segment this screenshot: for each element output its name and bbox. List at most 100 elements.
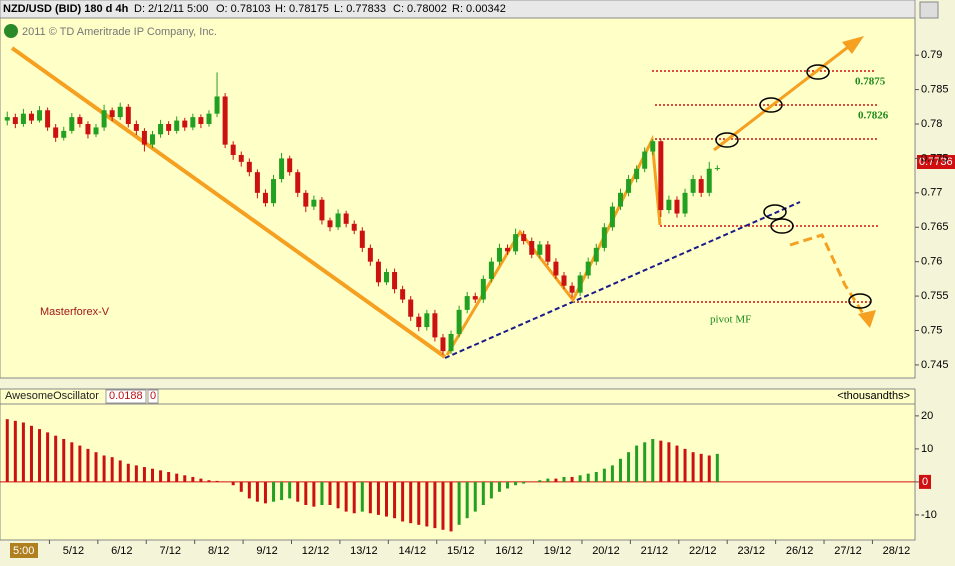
candle-body <box>150 134 155 145</box>
x-tick-label: 5/12 <box>63 545 84 557</box>
osc-bar <box>29 425 33 482</box>
x-tick-label: 6/12 <box>111 545 132 557</box>
osc-bar <box>578 475 582 482</box>
candle-body <box>327 220 333 228</box>
osc-param: 0 <box>150 390 156 402</box>
candle-body <box>246 161 252 173</box>
candle-body <box>28 113 34 121</box>
candle-body <box>456 309 462 334</box>
candle-body <box>93 127 99 135</box>
osc-bar <box>538 480 542 482</box>
osc-bar <box>489 481 493 499</box>
candle-body <box>271 179 277 204</box>
osc-bar <box>659 440 663 482</box>
osc-bar <box>691 452 695 482</box>
candle-body <box>658 141 664 211</box>
osc-bar <box>239 481 243 492</box>
osc-bar <box>546 478 550 482</box>
osc-bar <box>497 481 501 492</box>
osc-bar <box>514 481 518 486</box>
osc-bar <box>643 442 647 482</box>
copyright: 2011 © TD Ameritrade IP Company, Inc. <box>22 26 217 38</box>
annotations <box>10 36 878 359</box>
osc-bar <box>320 481 324 506</box>
osc-bar <box>667 442 671 482</box>
osc-bar <box>618 458 622 482</box>
candle-body <box>53 127 59 138</box>
osc-bar <box>715 453 719 482</box>
window-button[interactable] <box>919 1 939 19</box>
level-label: 0.7875 <box>855 76 886 88</box>
candle-body <box>609 206 615 228</box>
osc-bar <box>247 481 251 499</box>
candle-body <box>367 247 373 262</box>
y-tick-label: 0.755 <box>921 290 949 302</box>
candle-body <box>20 113 26 125</box>
last-price: 0.7736 <box>919 156 953 168</box>
x-tick-label: 15/12 <box>447 545 475 557</box>
candle-body <box>593 247 599 262</box>
watermark: Masterforex-V <box>40 306 110 318</box>
candle-body <box>351 223 357 231</box>
candle-body <box>343 213 349 224</box>
osc-bar <box>441 481 445 530</box>
osc-bar <box>344 481 348 512</box>
x-tick-label: 27/12 <box>834 545 862 557</box>
down-path <box>789 233 866 316</box>
candle-body <box>706 168 712 193</box>
candle-body <box>448 333 454 352</box>
x-tick-label: 7/12 <box>160 545 181 557</box>
osc-param-box <box>147 389 159 404</box>
candle-body <box>569 285 575 293</box>
candle-body <box>287 158 293 173</box>
candle-body <box>617 192 623 207</box>
time-label: 5:00 <box>13 545 34 557</box>
down-leg <box>10 46 447 359</box>
candle-body <box>335 213 341 228</box>
osc-name: AwesomeOscillator <box>5 390 99 402</box>
candle-body <box>230 144 236 155</box>
candle-body <box>133 124 139 131</box>
osc-tick-label: 0 <box>922 476 928 488</box>
candle-body <box>464 296 470 310</box>
info-icon[interactable] <box>4 24 18 38</box>
candle-body <box>279 158 285 180</box>
candle-body <box>545 244 551 262</box>
osc-tick-label: -10 <box>921 509 937 521</box>
candle-body <box>650 141 656 152</box>
osc-bar <box>570 476 574 482</box>
candle-body <box>674 199 680 214</box>
osc-bar <box>457 481 461 525</box>
osc-bar <box>635 445 639 482</box>
candle-body <box>303 192 309 207</box>
x-tick-label: 21/12 <box>641 545 669 557</box>
osc-bar <box>312 481 316 507</box>
osc-bar <box>110 457 114 482</box>
candle-body <box>480 278 486 300</box>
candle-body <box>626 179 632 193</box>
osc-bar <box>296 481 300 502</box>
y-tick-label: 0.785 <box>921 83 949 95</box>
osc-bar <box>102 455 106 482</box>
osc-bar <box>199 478 203 482</box>
candle-body <box>577 275 583 293</box>
x-tick-label: 14/12 <box>399 545 427 557</box>
x-tick-label: 9/12 <box>256 545 277 557</box>
time-box <box>10 543 38 558</box>
osc-bar <box>360 481 364 512</box>
osc-bar <box>263 481 267 504</box>
osc-bar <box>586 473 590 482</box>
candle-body <box>141 130 147 145</box>
header-close: C: 0.78002 <box>393 3 447 15</box>
osc-bar <box>627 452 631 482</box>
y-tick-label: 0.78 <box>921 118 942 130</box>
candle-body <box>714 168 720 170</box>
trendline <box>444 201 801 359</box>
header-open: O: 0.78103 <box>216 3 270 15</box>
osc-bar <box>70 442 74 482</box>
header-date: D: 2/12/11 5:00 <box>134 3 208 15</box>
osc-bar <box>352 481 356 514</box>
level-label: 0.7826 <box>858 110 889 122</box>
candle-body <box>295 172 301 193</box>
candle-body <box>101 110 107 128</box>
